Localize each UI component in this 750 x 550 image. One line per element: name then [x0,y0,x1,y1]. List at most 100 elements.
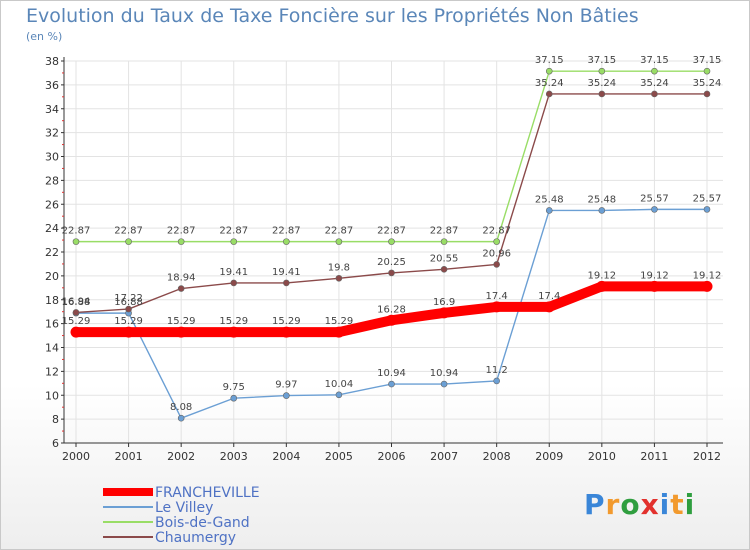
data-label: 19.8 [328,262,350,273]
data-label: 22.87 [325,226,354,237]
y-tick-label: 36 [45,79,59,92]
logo-letter: P [584,488,606,521]
data-label: 19.41 [272,267,301,278]
data-label: 22.87 [62,226,91,237]
data-label: 16.9 [433,297,455,308]
data-label: 11.2 [486,365,508,376]
data-label: 22.87 [482,226,511,237]
data-point [335,238,343,245]
y-axis-unit-label: (en %) [26,30,63,43]
data-point [283,238,290,245]
data-point [440,238,448,245]
data-label: 37.15 [535,55,564,66]
x-tick-label: 2009 [535,450,563,463]
data-label: 25.57 [640,193,669,204]
data-label: 22.87 [272,226,301,237]
y-tick-label: 30 [45,151,59,164]
data-point [283,279,290,287]
data-point [545,207,553,214]
data-label: 35.24 [535,78,564,89]
data-label: 35.24 [640,78,669,89]
data-label: 19.12 [640,270,669,281]
data-point [651,90,658,98]
data-point [230,238,238,245]
data-point [335,391,343,399]
data-label: 9.97 [275,380,297,391]
data-point [651,206,658,213]
data-point [70,326,82,338]
data-point [125,305,132,313]
data-label: 37.15 [640,55,669,66]
data-point [493,238,500,245]
data-point [283,392,290,399]
chart-title: Evolution du Taux de Taxe Foncière sur l… [26,5,639,27]
data-label: 22.87 [114,226,143,237]
y-tick-label: 8 [52,413,59,426]
data-label: 37.15 [588,55,617,66]
legend-label: Bois-de-Gand [155,515,250,531]
data-point [333,326,345,338]
logo-letter: i [684,488,696,521]
data-point [177,238,185,245]
x-tick-label: 2006 [378,450,406,463]
data-point [230,394,238,402]
data-label: 15.29 [114,316,143,327]
data-label: 20.25 [377,257,406,268]
x-tick-label: 2011 [640,450,668,463]
data-label: 16.28 [377,304,406,315]
data-label: 16.88 [114,297,143,308]
data-point [703,67,711,75]
x-tick-label: 2003 [220,450,248,463]
logo-letter: i [659,488,671,521]
data-label: 10.04 [325,379,354,390]
data-point [493,377,500,385]
x-tick-label: 2007 [430,450,458,463]
data-point [651,67,658,75]
data-label: 37.15 [693,55,722,66]
data-point [388,238,395,245]
y-tick-label: 38 [45,55,59,68]
data-label: 17.22 [114,293,143,304]
y-tick-label: 18 [45,294,59,307]
data-label: 20.96 [482,248,511,259]
data-point [280,326,292,338]
data-point [598,207,606,214]
data-label: 19.12 [588,270,617,281]
x-tick-label: 2010 [588,450,616,463]
data-point [388,269,395,277]
data-point [545,67,553,75]
data-point [438,307,450,319]
data-point [72,309,80,316]
data-point [228,326,240,338]
data-label: 22.87 [219,226,248,237]
y-tick-label: 20 [45,270,59,283]
data-label: 10.94 [430,368,459,379]
data-point [701,280,713,292]
y-tick-label: 26 [45,198,59,211]
y-tick-label: 12 [45,365,59,378]
y-tick-label: 14 [45,342,59,355]
data-point [598,90,606,98]
x-tick-label: 2008 [483,450,511,463]
data-label: 8.08 [170,402,192,413]
data-label: 15.29 [325,316,354,327]
logo-letter: x [640,488,660,521]
logo-letter: o [620,488,641,521]
data-point [440,380,448,388]
data-point [177,285,185,292]
data-label: 15.29 [272,316,301,327]
data-point [72,238,80,245]
data-point [388,380,395,388]
x-tick-label: 2001 [115,450,143,463]
data-label: 25.57 [693,193,722,204]
data-point [230,279,238,287]
data-label: 20.55 [430,253,459,264]
y-tick-label: 28 [45,174,59,187]
data-point [648,280,660,292]
data-label: 16.88 [62,297,91,308]
data-point [177,414,185,422]
x-tick-label: 2002 [167,450,195,463]
data-point [703,206,711,213]
data-point [545,90,553,98]
